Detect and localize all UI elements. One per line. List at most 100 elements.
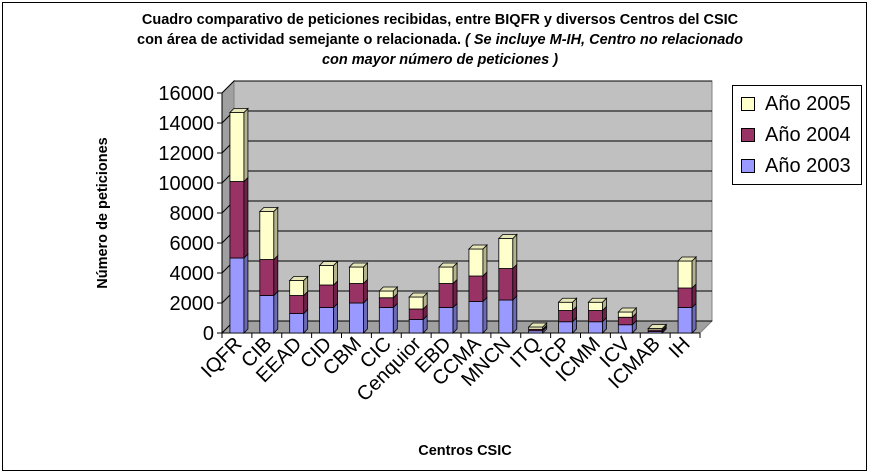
bar-segment xyxy=(588,301,603,311)
title-line-3: con mayor número de peticiones ) xyxy=(321,52,559,68)
bar-side xyxy=(691,302,697,334)
bar-side xyxy=(333,280,338,309)
bar-segment xyxy=(378,307,394,334)
bar-side xyxy=(273,290,279,334)
bar-segment xyxy=(259,295,275,334)
bar-segment xyxy=(408,296,424,310)
y-tick-label: 0 xyxy=(203,323,214,345)
y-tick-label: 2000 xyxy=(170,293,215,315)
legend-item-2005: Año 2005 xyxy=(741,89,851,119)
bar-segment xyxy=(617,311,633,318)
bar-side xyxy=(273,254,279,297)
bar-side xyxy=(512,295,518,334)
bar-segment xyxy=(408,308,424,320)
bar-segment xyxy=(349,283,364,304)
bar-top xyxy=(348,262,369,268)
legend-label-2005: Año 2005 xyxy=(765,92,851,115)
bar-segment xyxy=(289,280,305,296)
title-line-2-italic: ( Se incluye M-IH, Centro no relacionado xyxy=(465,32,743,48)
bar-top xyxy=(228,108,249,113)
bar-side xyxy=(482,244,488,277)
bar-segment xyxy=(558,321,573,334)
bar-segment xyxy=(498,268,514,301)
x-tick-label: IH xyxy=(665,333,695,363)
bar-top xyxy=(408,292,429,298)
bar-segment xyxy=(498,299,514,334)
bar-segment xyxy=(259,211,275,260)
x-axis-title: Centros CSIC xyxy=(418,443,512,459)
legend-item-2003: Año 2003 xyxy=(741,151,851,181)
y-tick-label: 4000 xyxy=(170,263,215,285)
legend-label-2004: Año 2004 xyxy=(765,123,851,146)
bar-segment xyxy=(319,307,334,334)
bar-side xyxy=(243,107,249,183)
title-line-1: Cuadro comparativo de peticiones recibid… xyxy=(141,12,739,28)
bar-segment xyxy=(617,324,633,334)
bar-side xyxy=(243,253,249,334)
y-tick-label: 10000 xyxy=(158,173,214,195)
gridline xyxy=(221,80,712,94)
bar-segment xyxy=(677,260,693,289)
bar-segment xyxy=(349,302,364,334)
bar-segment xyxy=(408,319,424,334)
y-tick-label: 14000 xyxy=(158,113,214,135)
bar-segment xyxy=(229,257,245,334)
bar-segment xyxy=(468,301,484,334)
bar-segment xyxy=(378,290,394,299)
bar-side xyxy=(333,302,338,334)
legend-swatch-2004 xyxy=(741,128,755,142)
bar-top xyxy=(497,234,518,239)
bar-top xyxy=(318,261,339,266)
bar-segment xyxy=(438,307,454,334)
bar-segment xyxy=(438,283,454,308)
bar-segment xyxy=(588,310,603,323)
legend-swatch-2005 xyxy=(741,97,755,111)
bar-segment xyxy=(468,275,484,302)
bar-top xyxy=(467,244,488,250)
legend-swatch-2003 xyxy=(741,159,755,173)
bar-top xyxy=(617,307,638,313)
legend-label-2003: Año 2003 xyxy=(765,154,851,177)
bar-side xyxy=(512,263,518,301)
bar-segment xyxy=(319,265,334,286)
y-tick-label: 12000 xyxy=(158,143,214,165)
bar-segment xyxy=(468,248,484,277)
y-tick-label: 6000 xyxy=(170,233,215,255)
bar-segment xyxy=(259,259,275,296)
bar-segment xyxy=(349,266,364,284)
legend: Año 2005 Año 2004 Año 2003 xyxy=(732,85,862,185)
y-tick-label: 16000 xyxy=(158,83,214,105)
bar-segment xyxy=(588,321,603,334)
bar-side xyxy=(452,278,458,309)
bar-top xyxy=(557,297,578,303)
bar-side xyxy=(273,206,279,261)
chart-title: Cuadro comparativo de peticiones recibid… xyxy=(60,10,820,70)
bar-top xyxy=(527,322,548,328)
legend-item-2004: Año 2004 xyxy=(741,120,851,150)
bar-segment xyxy=(558,310,573,323)
bar-segment xyxy=(498,238,514,269)
bar-segment xyxy=(617,316,633,326)
bar-top xyxy=(647,324,668,329)
y-tick-label: 8000 xyxy=(170,203,215,225)
bar-top xyxy=(258,207,279,212)
bar-segment xyxy=(229,112,245,182)
bar-segment xyxy=(289,313,305,334)
bar-side xyxy=(363,298,368,334)
bar-top xyxy=(677,256,698,262)
bar-top xyxy=(438,262,459,268)
bar-top xyxy=(288,276,309,281)
bar-side xyxy=(452,302,458,334)
bar-top xyxy=(587,297,608,303)
bar-segment xyxy=(229,181,245,259)
bar-segment xyxy=(378,297,394,308)
bar-segment xyxy=(289,295,305,314)
bar-side xyxy=(482,296,488,334)
bar-segment xyxy=(558,301,573,311)
bar-segment xyxy=(438,266,454,284)
bar-side xyxy=(482,271,488,303)
bar-segment xyxy=(319,284,334,308)
bar-top xyxy=(378,286,399,292)
bar-segment xyxy=(677,287,693,308)
